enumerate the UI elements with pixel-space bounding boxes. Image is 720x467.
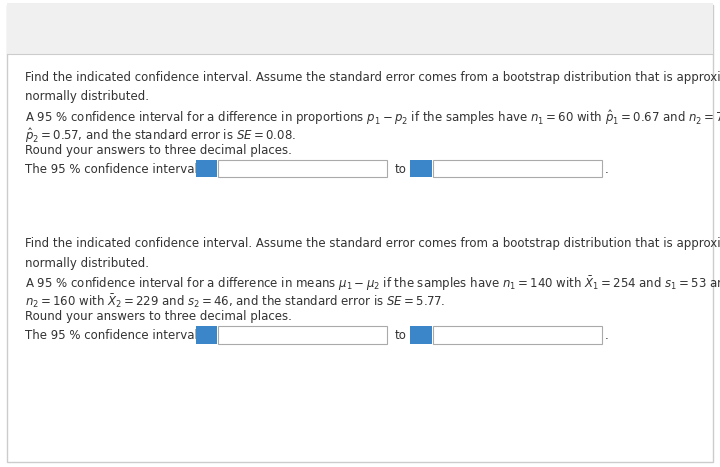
Text: i: i (419, 329, 423, 341)
Text: The 95 % confidence interval is: The 95 % confidence interval is (25, 329, 212, 342)
Text: .: . (605, 163, 608, 176)
Text: Round your answers to three decimal places.: Round your answers to three decimal plac… (25, 310, 292, 323)
Text: i: i (204, 329, 209, 341)
Text: i: i (204, 163, 209, 175)
Text: i: i (419, 163, 423, 175)
Text: to: to (395, 329, 406, 342)
Text: The 95 % confidence interval is: The 95 % confidence interval is (25, 163, 212, 176)
Text: A 95 % confidence interval for a difference in means $\mu_1 - \mu_2$ if the samp: A 95 % confidence interval for a differe… (25, 275, 720, 293)
Text: Current Attempt in Progress: Current Attempt in Progress (25, 24, 238, 37)
Text: Find the indicated confidence interval. Assume the standard error comes from a b: Find the indicated confidence interval. … (25, 237, 720, 270)
Text: A 95 % confidence interval for a difference in proportions $p_1 - p_2$ if the sa: A 95 % confidence interval for a differe… (25, 108, 720, 127)
Text: $\hat{p}_2 = 0.57$, and the standard error is $SE = 0.08$.: $\hat{p}_2 = 0.57$, and the standard err… (25, 126, 296, 145)
Text: Find the indicated confidence interval. Assume the standard error comes from a b: Find the indicated confidence interval. … (25, 71, 720, 104)
Text: Round your answers to three decimal places.: Round your answers to three decimal plac… (25, 144, 292, 157)
Text: .: . (605, 329, 608, 342)
Text: to: to (395, 163, 406, 176)
Text: $n_2 = 160$ with $\bar{X}_2 = 229$ and $s_2 = 46$, and the standard error is $SE: $n_2 = 160$ with $\bar{X}_2 = 229$ and $… (25, 292, 446, 310)
